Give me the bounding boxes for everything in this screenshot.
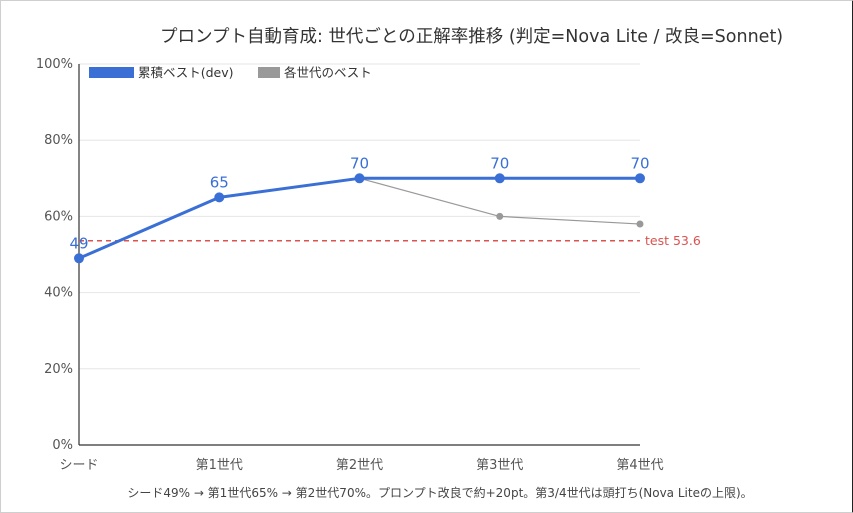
gridlines xyxy=(79,63,640,370)
y-tick-label: 40% xyxy=(44,286,73,301)
data-label: 70 xyxy=(350,154,369,172)
series-line-cumulative-best xyxy=(78,176,640,260)
legend-label-cumulative-best: 累積ベスト(dev) xyxy=(138,65,234,80)
data-point-cumulative-best xyxy=(214,192,225,203)
data-label: 65 xyxy=(210,173,229,191)
y-tick-label: 100% xyxy=(36,57,73,72)
reference-line-group: test 53.6 xyxy=(79,233,701,248)
data-point-generation-best xyxy=(496,212,504,220)
y-tick-label: 20% xyxy=(44,362,73,377)
x-tick-label: 第2世代 xyxy=(336,458,383,473)
x-axis-ticks: シード 第1世代 第2世代 第3世代 第4世代 xyxy=(59,458,663,473)
data-point-cumulative-best xyxy=(354,173,365,184)
legend-label-generation-best: 各世代のベスト xyxy=(284,65,372,80)
chart-caption: シード49% → 第1世代65% → 第2世代70%。プロンプト改良で約+20p… xyxy=(127,485,752,500)
data-point-generation-best xyxy=(636,220,644,228)
y-tick-label: 0% xyxy=(52,438,73,453)
reference-line-label: test 53.6 xyxy=(645,233,701,248)
legend-swatch-cumulative-best xyxy=(89,67,134,78)
x-tick-label: シード xyxy=(59,458,98,473)
legend: 累積ベスト(dev) 各世代のベスト xyxy=(89,65,372,80)
data-label: 49 xyxy=(69,234,88,252)
series-group xyxy=(74,173,645,264)
data-point-cumulative-best xyxy=(74,253,84,264)
data-point-cumulative-best xyxy=(494,173,505,184)
data-label: 70 xyxy=(490,154,509,172)
x-tick-label: 第3世代 xyxy=(476,458,523,473)
data-label: 70 xyxy=(630,154,649,172)
legend-swatch-generation-best xyxy=(258,67,280,78)
x-tick-label: 第4世代 xyxy=(616,458,663,473)
y-tick-label: 80% xyxy=(44,133,73,148)
data-point-cumulative-best xyxy=(635,173,645,184)
y-tick-label: 60% xyxy=(44,209,73,224)
x-tick-label: 第1世代 xyxy=(196,458,243,473)
y-axis-ticks: 0% 20% 40% 60% 80% 100% xyxy=(36,57,73,453)
chart-title: プロンプト自動育成: 世代ごとの正解率推移 (判定=Nova Lite / 改良… xyxy=(160,27,783,47)
data-labels: 49 65 70 70 70 xyxy=(69,154,649,252)
